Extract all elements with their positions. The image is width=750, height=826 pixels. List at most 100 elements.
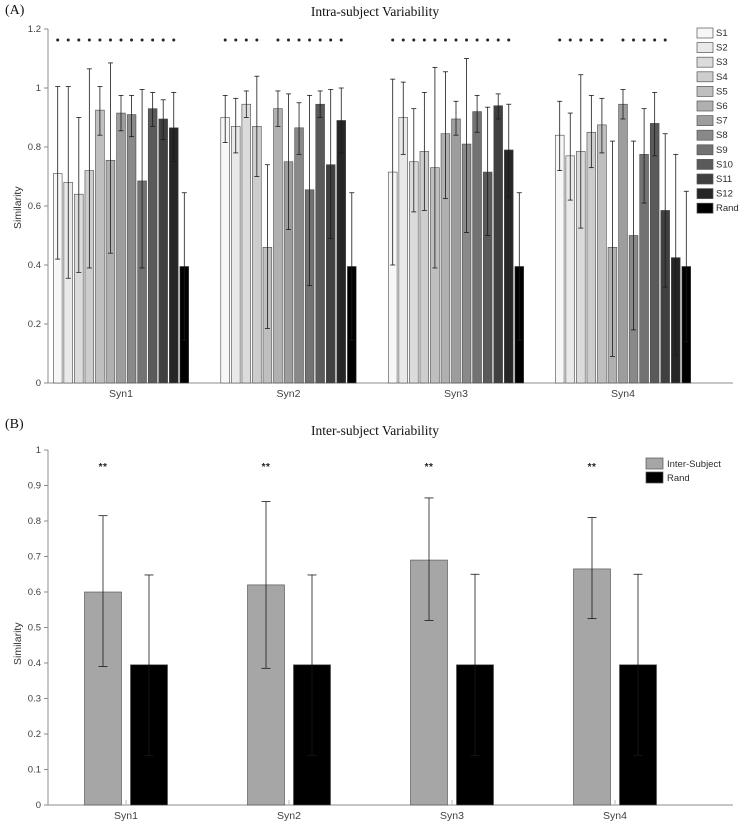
- significance-dot: [579, 38, 583, 42]
- significance-dot: [465, 38, 469, 42]
- bar-S8-Syn1: [126, 114, 137, 384]
- y-tick-label: 0.3: [28, 694, 41, 705]
- significance-dot: [119, 38, 123, 42]
- y-tick-label: 1: [36, 83, 41, 94]
- legend-swatch-S6: [696, 100, 714, 112]
- bar-S10-Syn2: [315, 103, 325, 384]
- significance-dot: [568, 38, 572, 42]
- significance-dot: [433, 38, 437, 42]
- significance-dot: [98, 38, 102, 42]
- legend-swatch-S12: [696, 188, 714, 199]
- significance-dot: [108, 38, 112, 42]
- significance-dot: [130, 38, 134, 42]
- panel-b-title: Inter-subject Variability: [310, 423, 440, 438]
- x-tick-label: Syn3: [444, 388, 468, 400]
- bar-S2-Syn2: [231, 126, 241, 384]
- significance-dot: [297, 38, 301, 42]
- significance-dot: [77, 38, 81, 42]
- legend-label-S7: S7: [716, 116, 728, 127]
- significance-dot: [663, 38, 667, 42]
- x-tick-label: Syn3: [440, 810, 464, 822]
- significance-marker: **: [588, 462, 597, 473]
- significance-dot: [653, 38, 657, 42]
- inter-subject-variability-chart: 0 0.1 0.2 0.3 0.4 0.5 0.6 0.7 0.8 0.9 1 Syn1 ** Syn2 *…: [28, 445, 733, 822]
- bar-S10-Syn1: [147, 108, 158, 384]
- legend-swatch-S8: [696, 129, 714, 141]
- legend-swatch-S11: [696, 173, 714, 185]
- significance-dot: [255, 38, 259, 42]
- panel-a-title: Intra-subject Variability: [310, 4, 440, 19]
- bar-S2-Syn3: [398, 117, 408, 384]
- legend-label-S6: S6: [716, 101, 728, 112]
- legend-label-S4: S4: [716, 72, 728, 83]
- bar-S8-Syn2: [294, 127, 304, 384]
- panel-b-letter: (B): [5, 417, 24, 432]
- legend-label-S1: S1: [716, 28, 728, 39]
- legend-label-Inter-Subject: Inter-Subject: [667, 459, 721, 470]
- y-tick-label: 0.5: [28, 623, 41, 634]
- legend-swatch-Inter-Subject: [645, 457, 664, 470]
- significance-dot: [454, 38, 458, 42]
- bar-S4-Syn4: [586, 131, 597, 384]
- bar-S7-Syn4: [618, 103, 628, 384]
- significance-dot: [391, 38, 395, 42]
- bar-S7-Syn1: [116, 112, 126, 384]
- bar-S11-Syn3: [493, 105, 503, 384]
- y-tick-label: 0.8: [28, 142, 41, 153]
- significance-dot: [632, 38, 636, 42]
- y-tick-label: 1.2: [28, 24, 41, 35]
- x-tick-label: Syn2: [277, 388, 301, 400]
- bar-S12-Syn1: [169, 127, 179, 384]
- y-tick-label: 0.1: [28, 765, 41, 776]
- significance-dot: [475, 38, 479, 42]
- legend-swatch-S7: [696, 115, 714, 126]
- x-tick-label: Syn1: [114, 810, 138, 822]
- legend-swatch-S10: [696, 159, 714, 170]
- legend-swatch-S3: [696, 56, 714, 68]
- significance-dot: [87, 38, 91, 42]
- bar-S1-Syn2: [220, 117, 230, 384]
- significance-dot: [486, 38, 490, 42]
- significance-dot: [140, 38, 144, 42]
- bar-S1-Syn4: [554, 134, 565, 384]
- significance-dot: [56, 38, 60, 42]
- significance-dot: [401, 38, 405, 42]
- significance-dot: [234, 38, 238, 42]
- legend-swatch-S1: [696, 27, 714, 39]
- significance-dot: [589, 38, 593, 42]
- significance-dot: [422, 38, 426, 42]
- significance-dot: [412, 38, 416, 42]
- bar-S10-Syn4: [649, 123, 660, 384]
- y-tick-label: 0.6: [28, 201, 41, 212]
- significance-dot: [172, 38, 176, 42]
- significance-dot: [161, 38, 165, 42]
- bar-S7-Syn3: [451, 118, 461, 384]
- significance-dot: [276, 38, 280, 42]
- significance-dot: [223, 38, 227, 42]
- y-tick-label: 0.4: [28, 260, 41, 271]
- y-tick-label: 1: [36, 445, 41, 456]
- legend-label-S3: S3: [716, 57, 728, 68]
- legend-label-Rand: Rand: [667, 473, 690, 484]
- bar-S12-Syn2: [336, 120, 346, 384]
- significance-dot: [151, 38, 155, 42]
- significance-dot: [318, 38, 322, 42]
- x-tick-label: Syn4: [603, 810, 627, 822]
- bar-S3-Syn2: [241, 103, 251, 384]
- significance-dot: [287, 38, 290, 42]
- legend-label-S11: S11: [716, 174, 732, 185]
- significance-dot: [339, 38, 343, 42]
- bar-S5-Syn4: [597, 124, 607, 384]
- legend-label-S10: S10: [716, 159, 733, 170]
- legend-swatch-Rand: [696, 202, 714, 214]
- significance-dot: [329, 38, 333, 42]
- legend-label-S9: S9: [716, 145, 728, 156]
- x-tick-label: Syn1: [109, 388, 133, 400]
- legend-swatch-S5: [696, 86, 714, 97]
- legend-label-S12: S12: [716, 189, 733, 200]
- legend-label-S5: S5: [716, 86, 728, 97]
- significance-dot: [443, 38, 447, 42]
- significance-marker: **: [425, 462, 434, 473]
- panel-a-letter: (A): [5, 3, 25, 18]
